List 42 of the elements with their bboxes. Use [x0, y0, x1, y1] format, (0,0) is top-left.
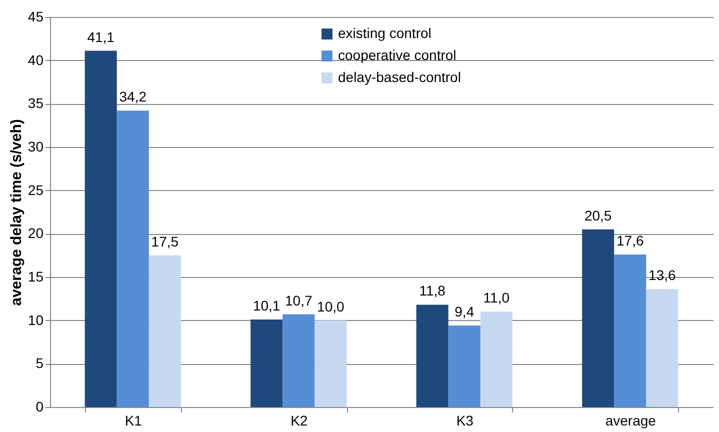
- bar: [250, 319, 283, 407]
- data-label: 17,6: [616, 232, 644, 248]
- y-tick-label: 0: [36, 398, 44, 414]
- bar: [314, 320, 347, 407]
- x-tick-label: K3: [456, 412, 474, 428]
- bar: [148, 255, 181, 407]
- y-tick-label: 20: [28, 225, 44, 242]
- x-tick-label: average: [605, 412, 656, 428]
- legend-label: existing control: [338, 25, 432, 41]
- y-tick-label: 35: [28, 95, 44, 112]
- data-label: 10,7: [285, 292, 312, 308]
- y-tick-label: 25: [28, 182, 44, 198]
- y-tick-label: 5: [36, 355, 44, 372]
- x-tick-label: K2: [290, 412, 308, 428]
- data-label: 41,1: [87, 28, 115, 45]
- bar: [116, 110, 149, 407]
- legend-label: delay-based-control: [338, 69, 461, 85]
- bar: [84, 50, 117, 407]
- bar: [416, 304, 448, 407]
- y-axis-title: average delay time (s/veh): [8, 119, 25, 306]
- bar: [646, 289, 678, 407]
- x-tick-label: K1: [124, 412, 142, 428]
- bar: [582, 229, 614, 407]
- y-tick-label: 10: [28, 312, 44, 328]
- y-tick-label: 15: [28, 268, 44, 284]
- y-tick-label: 40: [28, 52, 44, 68]
- data-label: 13,6: [648, 267, 676, 284]
- data-label: 11,8: [419, 282, 446, 299]
- legend-label: cooperative control: [338, 47, 456, 63]
- data-label: 34,2: [119, 88, 147, 105]
- y-tick-label: 45: [28, 8, 44, 24]
- bar: [480, 312, 512, 407]
- data-label: 10,0: [317, 298, 345, 314]
- data-label: 11,0: [483, 290, 510, 306]
- data-label: 20,5: [584, 207, 612, 224]
- data-label: 17,5: [151, 233, 179, 250]
- data-label: 9,4: [454, 304, 474, 320]
- y-tick-label: 30: [28, 138, 44, 154]
- bar: [614, 254, 646, 407]
- data-label: 10,1: [252, 297, 280, 314]
- bar: [282, 314, 315, 407]
- bar: [448, 326, 480, 407]
